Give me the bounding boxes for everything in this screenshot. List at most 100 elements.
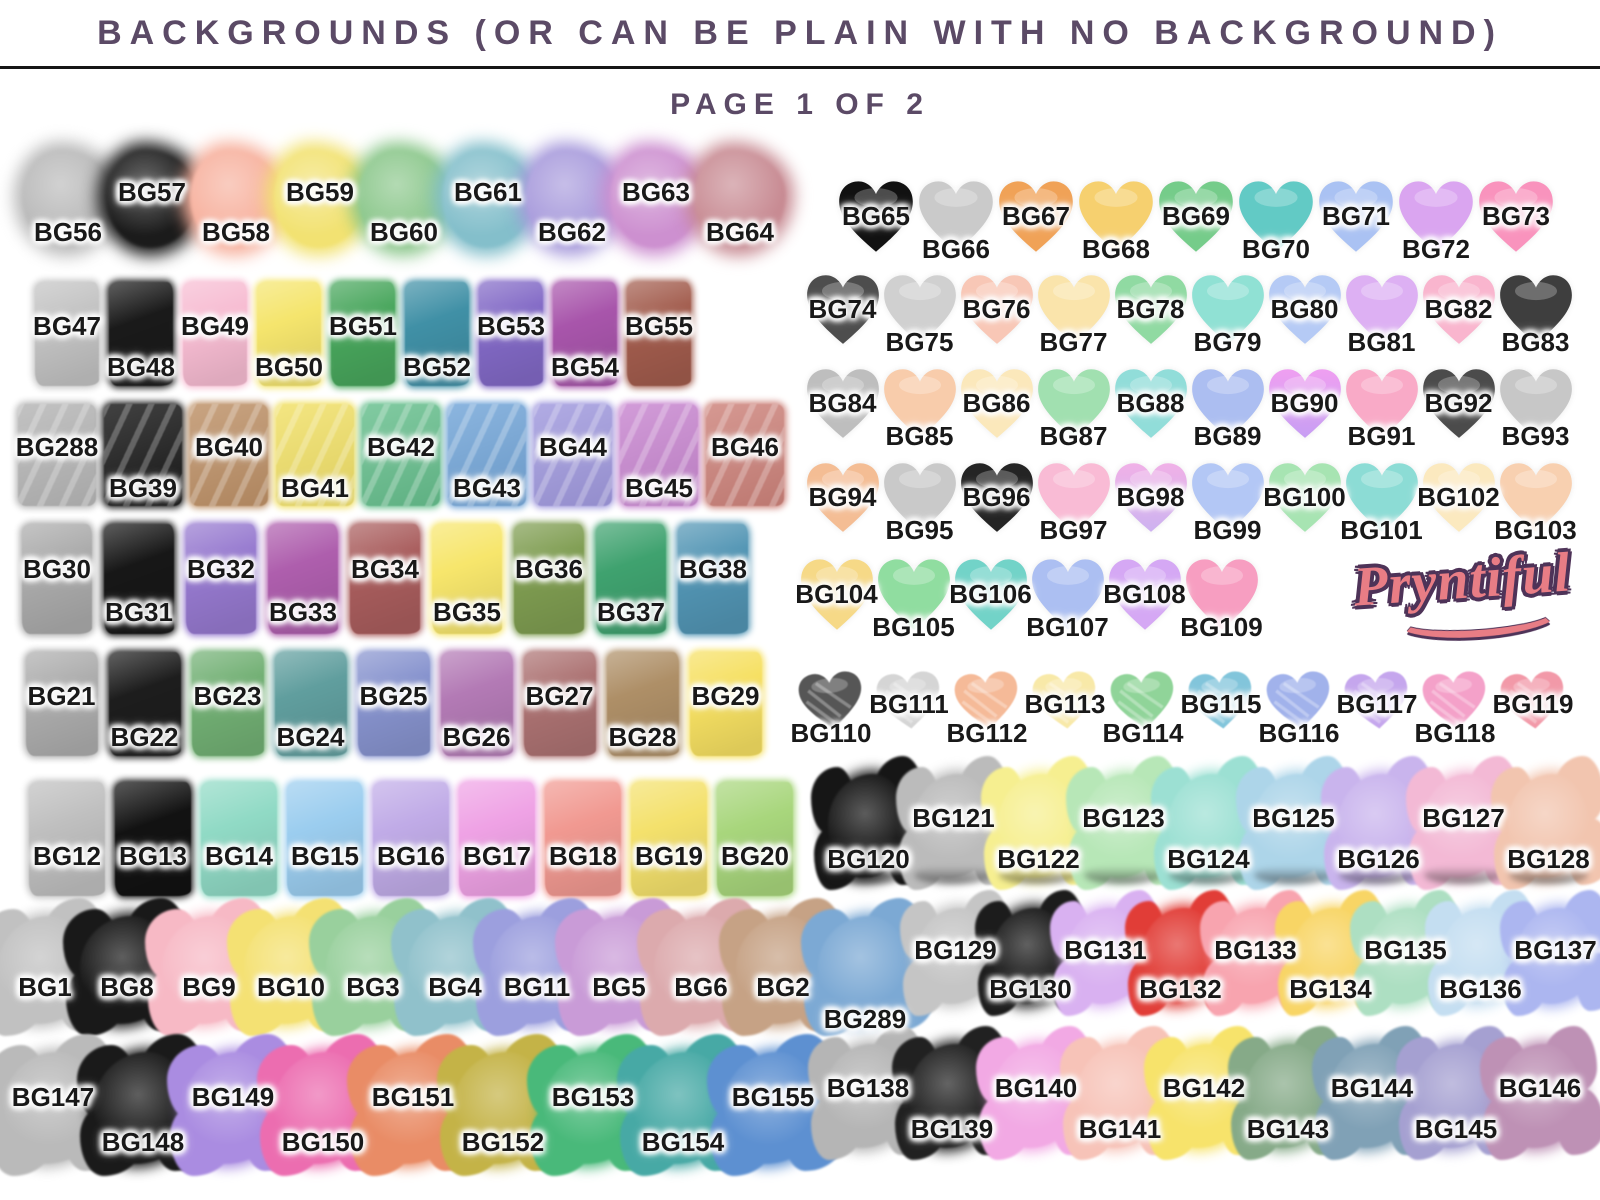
- swatch-bg49: BG49: [178, 282, 252, 412]
- heart-shape-icon: [1420, 366, 1498, 442]
- watercolor-splat-shape: [544, 1052, 642, 1164]
- watercolor-splat-shape: [1329, 1044, 1415, 1148]
- watercolor-splat-shape: [916, 908, 995, 1004]
- heart-shape-icon: [950, 667, 1023, 735]
- swatch-bg65: BG65: [836, 178, 916, 282]
- swatch-bg136: BG136: [1439, 908, 1522, 1030]
- swatch-label: BG12: [33, 840, 101, 871]
- swatch-label: BG34: [351, 553, 419, 584]
- swatch-label: BG122: [997, 844, 1080, 875]
- swatch-label: BG97: [1039, 515, 1108, 546]
- swatch-bg34: BG34: [344, 524, 426, 660]
- swatch-bg88: BG88: [1112, 366, 1189, 468]
- swatch-label: BG85: [885, 421, 954, 452]
- swatch-label: BG47: [33, 310, 101, 341]
- swatch-label: BG153: [551, 1082, 635, 1113]
- swatch-label: BG77: [1039, 327, 1108, 358]
- watercolor-splat-shape: [1077, 1044, 1163, 1148]
- swatch-label: BG86: [962, 388, 1031, 419]
- swatch-bg115: BG115: [1180, 667, 1262, 758]
- row-hearts-row-74: BG74 BG75 BG76 BG77 BG78 BG79 BG80 BG81 BG82 BG83: [804, 272, 1574, 374]
- swatch-label: BG25: [359, 680, 428, 711]
- heart-shape-icon: [1236, 178, 1316, 256]
- swatch-bg111: BG111: [869, 670, 949, 758]
- swatch-bg10: BG10: [244, 916, 338, 1050]
- watercolor-rect-shape: [479, 282, 543, 386]
- swatch-bg101: BG101: [1340, 460, 1423, 562]
- swatch-bg141: BG141: [1077, 1044, 1163, 1174]
- swatch-label: BG2: [756, 972, 810, 1003]
- swatch-bg91: BG91: [1343, 366, 1420, 468]
- swatch-label: BG134: [1289, 973, 1372, 1004]
- watercolor-rect-shape: [183, 282, 247, 386]
- swatch-label: BG16: [377, 840, 445, 871]
- swatch-label: BG80: [1270, 294, 1339, 325]
- swatch-label: BG4: [428, 972, 482, 1003]
- swatch-bg82: BG82: [1420, 272, 1497, 374]
- heart-shape-icon: [1189, 366, 1267, 442]
- heart-shape-icon: [1340, 667, 1413, 735]
- heart-shape-icon: [1184, 667, 1257, 735]
- swatch-label: BG102: [1417, 482, 1500, 513]
- watercolor-brush-shape: [534, 404, 612, 506]
- swatch-label: BG63: [622, 177, 690, 208]
- swatch-bg48: BG48: [104, 282, 178, 412]
- swatch-label: BG95: [885, 515, 954, 546]
- swatch-bg75: BG75: [881, 272, 958, 374]
- watercolor-blob-shape: [358, 150, 450, 248]
- swatch-label: BG49: [181, 310, 249, 341]
- watercolor-brush-shape: [276, 404, 354, 506]
- swatch-label: BG19: [635, 840, 703, 871]
- row-soft-blobs: BG56 BG57 BG58 BG59 BG60 BG61 BG62 BG63 BG64: [22, 150, 786, 274]
- heart-shape-icon: [958, 272, 1036, 348]
- swatch-bg74: BG74: [804, 272, 881, 374]
- swatch-bg92: BG92: [1420, 366, 1497, 468]
- swatch-bg41: BG41: [272, 404, 358, 532]
- swatch-label: BG93: [1501, 421, 1570, 452]
- swatch-label: BG88: [1116, 388, 1185, 419]
- heart-shape-icon: [1266, 272, 1344, 348]
- watercolor-rect-shape: [627, 282, 691, 386]
- heart-shape-icon: [1396, 178, 1476, 256]
- watercolor-brush-shape: [448, 404, 526, 506]
- swatch-label: BG111: [869, 689, 949, 720]
- watercolor-splat smudge-shape: [912, 774, 995, 878]
- swatch-bg13: BG13: [110, 782, 196, 922]
- watercolor-rect-shape: [545, 782, 621, 896]
- swatch-bg86: BG86: [958, 366, 1035, 468]
- watercolor-rect-shape: [22, 524, 92, 634]
- watercolor-splat-shape: [94, 1052, 192, 1164]
- swatch-bg129: BG129: [914, 908, 997, 1030]
- swatch-label: BG55: [625, 310, 693, 341]
- swatch-bg135: BG135: [1364, 908, 1447, 1030]
- swatch-bg39: BG39: [100, 404, 186, 532]
- swatch-bg105: BG105: [872, 556, 955, 660]
- swatch-label: BG119: [1492, 689, 1574, 720]
- heart-shape-icon: [794, 667, 867, 735]
- swatch-label: BG129: [914, 934, 997, 965]
- row-rect-row-21: BG21 BG22 BG23 BG24 BG25 BG26 BG27 BG28 BG29: [20, 652, 767, 782]
- swatch-bg102: BG102: [1417, 460, 1500, 562]
- watercolor-rect-shape: [717, 782, 793, 896]
- watercolor-blob-shape: [610, 150, 702, 248]
- swatch-bg73: BG73: [1476, 178, 1556, 282]
- row-rect-row-47: BG47 BG48 BG49 BG50 BG51 BG52 BG53 BG54 BG55: [30, 282, 696, 412]
- swatch-bg107: BG107: [1026, 556, 1109, 660]
- swatch-bg153: BG153: [544, 1052, 642, 1190]
- swatch-label: BG154: [641, 1126, 725, 1157]
- watercolor-rect-shape: [108, 652, 181, 756]
- swatch-label: BG46: [711, 432, 779, 463]
- swatch-label: BG151: [371, 1082, 455, 1113]
- swatch-bg23: BG23: [186, 652, 269, 782]
- swatch-bg155: BG155: [724, 1052, 822, 1190]
- watercolor-splat-shape: [1497, 1044, 1583, 1148]
- row-hearts-row-65: BG65 BG66 BG67 BG68 BG69 BG70 BG71 BG72 BG73: [836, 178, 1556, 282]
- swatch-bg76: BG76: [958, 272, 1035, 374]
- watercolor-splat-shape: [408, 916, 502, 1024]
- swatch-bg67: BG67: [996, 178, 1076, 282]
- swatch-label: BG115: [1180, 689, 1262, 720]
- swatch-label: BG64: [706, 216, 774, 247]
- page-title: BACKGROUNDS (OR CAN BE PLAIN WITH NO BAC…: [97, 14, 1503, 52]
- watercolor-rect-shape: [191, 652, 264, 756]
- swatch-label: BG143: [1246, 1114, 1330, 1145]
